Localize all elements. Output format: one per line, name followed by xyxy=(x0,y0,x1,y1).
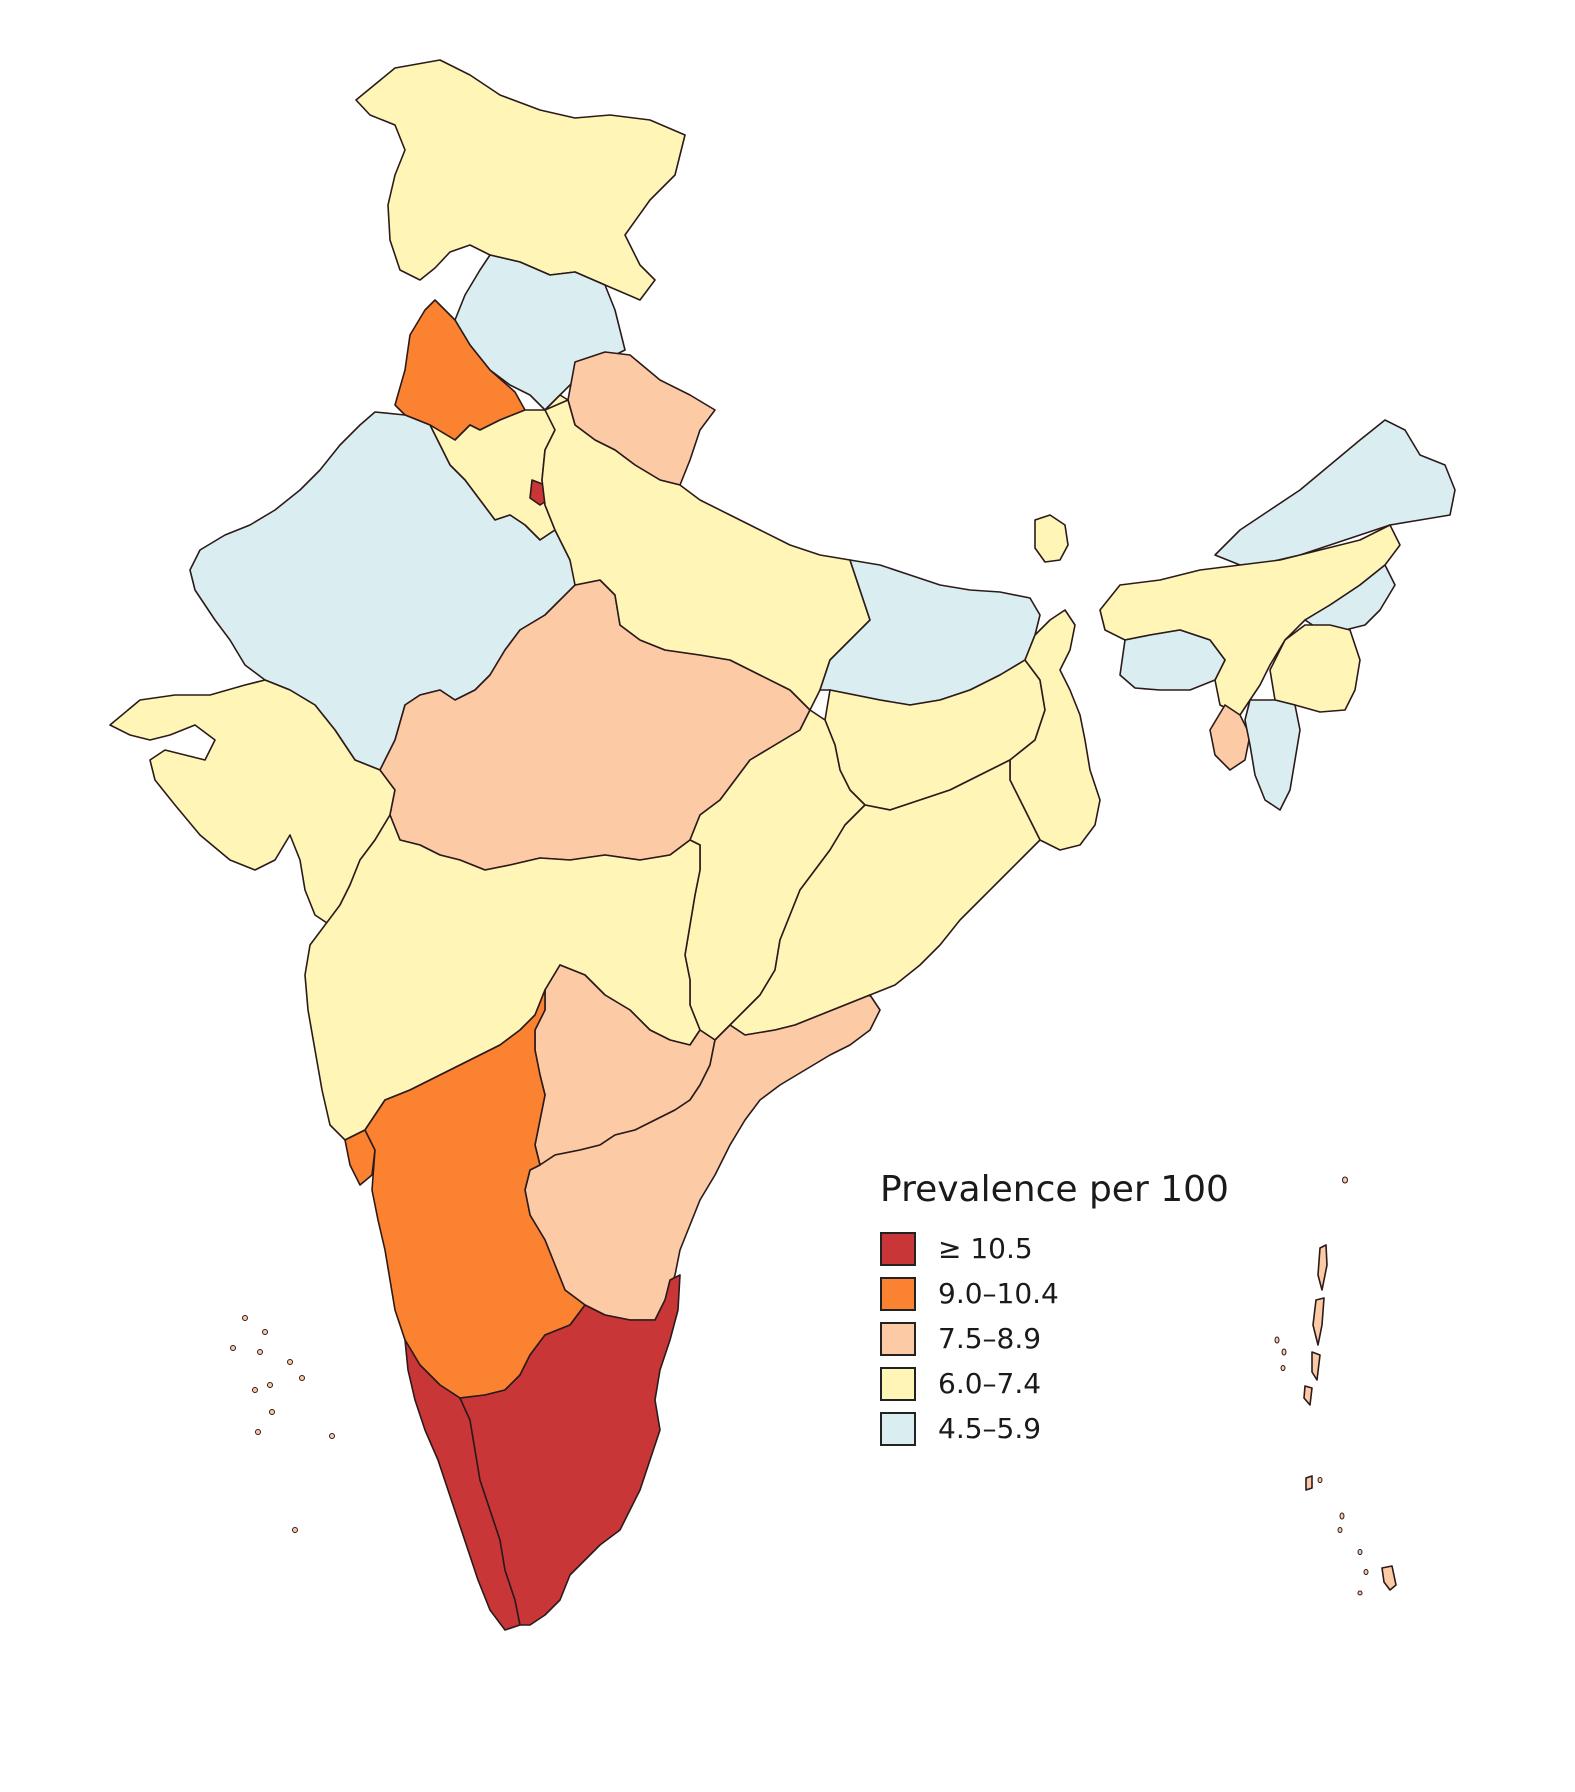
legend-label: 9.0–10.4 xyxy=(938,1277,1059,1310)
region-lakshadweep xyxy=(230,1315,335,1533)
legend-item: 9.0–10.4 xyxy=(880,1271,1300,1316)
legend-label: 6.0–7.4 xyxy=(938,1367,1042,1400)
legend-swatch xyxy=(880,1321,916,1356)
region-gujarat[interactable] xyxy=(109,679,396,926)
region-mizoram[interactable] xyxy=(1244,699,1301,811)
region-odisha[interactable] xyxy=(729,759,1041,1036)
region-karnataka[interactable] xyxy=(364,989,586,1399)
legend-swatch xyxy=(880,1231,916,1266)
legend-title: Prevalence per 100 xyxy=(880,1169,1229,1210)
legend-item: 7.5–8.9 xyxy=(880,1316,1300,1361)
legend-label: ≥ 10.5 xyxy=(938,1232,1033,1265)
region-tamil-nadu[interactable] xyxy=(459,1274,681,1626)
region-arunachal[interactable] xyxy=(1214,419,1456,566)
legend-item: ≥ 10.5 xyxy=(880,1226,1300,1271)
legend-swatch xyxy=(880,1276,916,1311)
legend-label: 4.5–5.9 xyxy=(938,1412,1042,1445)
legend-label: 7.5–8.9 xyxy=(938,1322,1042,1355)
legend-swatch xyxy=(880,1366,916,1401)
region-tripura[interactable] xyxy=(1209,704,1251,771)
legend-item: 4.5–5.9 xyxy=(880,1406,1300,1451)
region-west-bengal[interactable] xyxy=(1009,609,1101,851)
legend-swatch xyxy=(880,1411,916,1446)
map-legend: Prevalence per 100 ≥ 10.5 9.0–10.4 7.5–8… xyxy=(880,1168,1300,1451)
region-meghalaya[interactable] xyxy=(1119,629,1226,691)
region-andaman-nicobar xyxy=(1274,1176,1397,1596)
region-manipur[interactable] xyxy=(1269,624,1361,713)
region-sikkim[interactable] xyxy=(1034,514,1069,563)
legend-item: 6.0–7.4 xyxy=(880,1361,1300,1406)
